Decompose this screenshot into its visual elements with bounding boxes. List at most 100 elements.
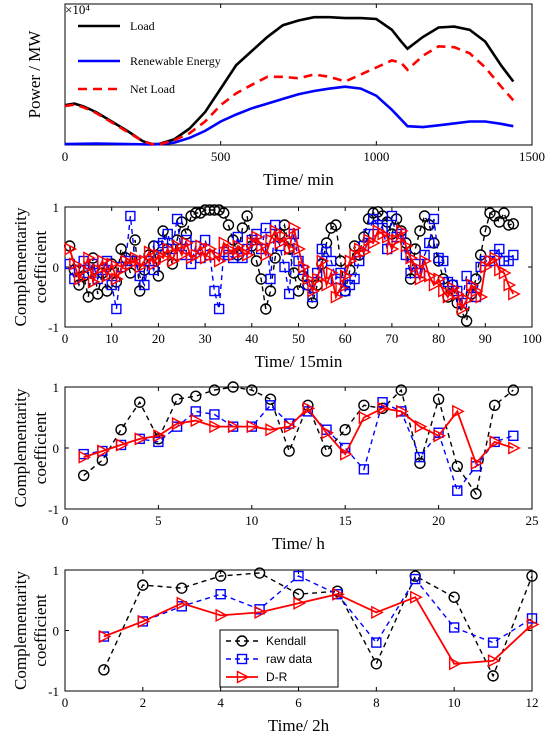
data-point	[246, 384, 258, 396]
y-axis-label: Complementaritycoefficient	[11, 388, 50, 507]
legend-label: D-R	[266, 670, 288, 684]
data-point	[330, 219, 342, 231]
data-point	[134, 432, 148, 446]
data-point	[325, 266, 339, 280]
data-point	[214, 570, 227, 582]
data-point	[92, 263, 106, 277]
y-tick-label: 1	[53, 200, 60, 215]
legend-label: Net Load	[130, 82, 175, 96]
data-point	[349, 273, 360, 285]
data-point	[265, 423, 278, 437]
x-tick-label: 1500	[519, 149, 545, 164]
data-point	[162, 242, 176, 256]
data-point	[306, 297, 319, 309]
data-point	[414, 272, 428, 286]
x-axis-label: Time/ 15min	[255, 352, 343, 371]
data-point	[396, 224, 409, 238]
data-point	[241, 210, 253, 222]
data-point	[487, 670, 499, 682]
data-point	[503, 278, 517, 292]
data-point	[265, 233, 278, 247]
data-point	[97, 254, 110, 268]
data-point	[358, 464, 370, 475]
data-point	[260, 248, 274, 262]
data-point	[494, 243, 505, 255]
data-point	[77, 469, 90, 482]
data-point	[405, 251, 419, 265]
data-point	[320, 445, 333, 457]
data-point	[283, 288, 295, 300]
series-line	[103, 572, 533, 678]
data-point	[452, 404, 465, 419]
data-point	[260, 303, 272, 315]
data-point	[215, 608, 229, 623]
data-point	[410, 573, 421, 585]
data-point	[69, 257, 82, 271]
data-point	[279, 230, 292, 244]
data-point	[171, 239, 185, 253]
y-axis-label: Complementaritycoefficient	[11, 571, 50, 690]
data-point	[382, 230, 395, 244]
data-point	[526, 570, 538, 582]
y-tick-label: 0	[53, 441, 60, 456]
data-point	[461, 293, 475, 307]
series-kendall	[98, 567, 538, 682]
x-tick-label: 30	[199, 331, 212, 346]
data-point	[371, 605, 384, 620]
data-point	[176, 596, 190, 610]
data-point	[526, 617, 540, 632]
data-point	[508, 249, 519, 261]
data-point	[137, 614, 151, 629]
data-point	[115, 263, 129, 277]
legend-label: Renewable Energy	[130, 54, 221, 68]
data-point	[456, 302, 470, 316]
data-point	[340, 447, 353, 461]
data-point	[452, 485, 463, 496]
legend-label: Kendall	[266, 634, 306, 648]
x-tick-label: 4	[217, 695, 224, 710]
data-point	[470, 456, 484, 470]
data-point	[414, 451, 426, 463]
data-point	[479, 225, 491, 237]
data-point	[264, 393, 277, 405]
data-point	[115, 243, 127, 255]
data-point	[424, 269, 437, 283]
x-tick-label: 70	[385, 331, 398, 346]
data-point	[153, 429, 166, 443]
y-tick-label: -1	[48, 684, 59, 699]
x-tick-label: 90	[479, 331, 492, 346]
x-tick-label: 25	[526, 513, 539, 528]
data-point	[209, 409, 220, 420]
panel-power: 0 500 1000 1500 Time/ min ×10⁴ Power / MW Load R…	[25, 2, 545, 189]
data-point	[208, 384, 221, 396]
y-axis-label: Power / MW	[25, 30, 44, 119]
legend-marker	[236, 653, 248, 665]
x-tick-label: 10	[105, 331, 118, 346]
data-point	[386, 210, 398, 222]
data-point	[199, 251, 213, 265]
data-point	[507, 384, 520, 396]
series-d-r	[64, 221, 521, 316]
data-point	[279, 261, 290, 273]
data-point	[246, 419, 260, 434]
x-axis-label: Time/ h	[272, 534, 325, 553]
y-axis-label-line: coefficient	[31, 594, 50, 667]
data-point	[377, 401, 391, 416]
data-point	[115, 424, 127, 436]
legend-marker	[236, 670, 250, 684]
data-point	[340, 269, 353, 283]
data-point	[97, 444, 110, 458]
data-point	[98, 664, 110, 676]
data-point	[73, 272, 87, 286]
data-point	[269, 224, 283, 238]
data-point	[190, 390, 202, 402]
x-tick-label: 1000	[363, 149, 389, 164]
data-point	[283, 419, 297, 434]
data-point	[129, 251, 143, 265]
data-point	[428, 213, 440, 225]
series-line	[69, 215, 514, 310]
data-point	[209, 419, 222, 434]
y-axis-label-line: Complementarity	[11, 388, 30, 507]
